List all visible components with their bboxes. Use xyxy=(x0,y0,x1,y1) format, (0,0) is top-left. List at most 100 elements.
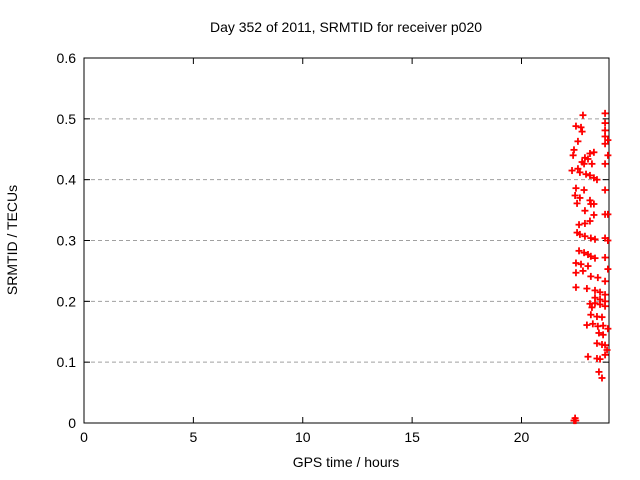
data-point-marker xyxy=(595,368,603,376)
data-point-marker xyxy=(579,267,587,275)
y-tick-label: 0.4 xyxy=(57,172,77,188)
data-point-marker xyxy=(584,155,592,163)
data-point-marker xyxy=(601,132,609,140)
data-point-marker xyxy=(598,313,606,321)
y-tick-label: 0.3 xyxy=(57,233,77,249)
y-tick-label: 0.5 xyxy=(57,111,77,127)
x-tick-label: 5 xyxy=(189,429,197,445)
data-point-marker xyxy=(601,160,609,168)
chart-title: Day 352 of 2011, SRMTID for receiver p02… xyxy=(210,19,482,35)
x-axis-label: GPS time / hours xyxy=(293,454,400,470)
data-point-marker xyxy=(598,374,606,382)
data-point-marker xyxy=(572,122,580,130)
y-tick-label: 0.2 xyxy=(57,293,77,309)
data-point-marker xyxy=(575,221,583,229)
data-point-marker xyxy=(590,211,598,219)
data-point-marker xyxy=(599,331,607,339)
data-point-marker xyxy=(584,262,592,270)
data-point-marker xyxy=(576,194,584,202)
data-point-marker xyxy=(576,168,584,176)
data-point-marker xyxy=(586,217,594,225)
data-point-marker xyxy=(604,325,612,333)
data-point-marker xyxy=(601,186,609,194)
x-tick-label: 10 xyxy=(295,429,311,445)
y-tick-label: 0.6 xyxy=(57,50,77,66)
data-point-marker xyxy=(578,128,586,136)
x-tick-label: 0 xyxy=(80,429,88,445)
data-point-marker xyxy=(588,303,596,311)
data-point-marker xyxy=(577,260,585,268)
data-point-marker xyxy=(572,283,580,291)
data-point-marker xyxy=(595,329,603,337)
data-point-marker xyxy=(591,254,599,262)
data-point-marker xyxy=(593,339,601,347)
data-point-marker xyxy=(574,165,582,173)
data-point-marker xyxy=(594,274,602,282)
data-point-marker xyxy=(604,265,612,273)
data-point-marker xyxy=(580,186,588,194)
data-point-marker xyxy=(603,346,611,354)
data-point-marker xyxy=(587,234,595,242)
data-point-marker xyxy=(581,232,589,240)
data-point-marker xyxy=(580,249,588,257)
data-point-marker xyxy=(577,123,585,131)
data-point-marker xyxy=(581,207,589,215)
data-point-marker xyxy=(568,167,576,175)
data-point-marker xyxy=(583,285,591,293)
data-point-marker xyxy=(572,184,580,192)
data-point-marker xyxy=(572,259,580,267)
x-tick-label: 15 xyxy=(404,429,420,445)
gridlines xyxy=(84,118,609,363)
y-axis-label: SRMTID / TECUs xyxy=(4,185,20,295)
data-point-marker xyxy=(601,254,609,262)
data-point-marker xyxy=(593,176,601,184)
data-points xyxy=(568,109,612,425)
data-point-marker xyxy=(596,300,604,308)
data-point-marker xyxy=(583,321,591,329)
data-point-marker xyxy=(591,286,599,294)
data-point-marker xyxy=(587,252,595,260)
data-point-marker xyxy=(601,109,609,117)
data-point-marker xyxy=(572,417,580,425)
data-point-marker xyxy=(601,119,609,127)
data-point-marker xyxy=(587,272,595,280)
data-point-marker xyxy=(575,247,583,255)
data-point-marker xyxy=(576,230,584,238)
data-point-marker xyxy=(573,199,581,207)
data-point-marker xyxy=(579,111,587,119)
data-point-marker xyxy=(601,140,609,148)
tick-labels: 0 5 10 15 20 0 0.1 0.2 0.3 0.4 0.5 0.6 xyxy=(57,50,530,445)
data-point-marker xyxy=(581,219,589,227)
data-point-marker xyxy=(590,148,598,156)
data-point-marker xyxy=(584,353,592,361)
data-point-marker xyxy=(601,126,609,134)
data-point-marker xyxy=(604,210,612,218)
data-point-marker xyxy=(582,170,590,178)
data-point-marker xyxy=(601,302,609,310)
y-tick-label: 0 xyxy=(68,415,76,431)
data-point-marker xyxy=(604,136,612,144)
data-point-marker xyxy=(580,160,588,168)
data-point-marker xyxy=(591,299,599,307)
data-point-marker xyxy=(572,269,580,277)
data-point-marker xyxy=(586,150,594,158)
data-point-marker xyxy=(596,355,604,363)
data-point-marker xyxy=(574,137,582,145)
data-point-marker xyxy=(571,191,579,199)
data-point-marker xyxy=(601,341,609,349)
data-point-marker xyxy=(589,320,597,328)
data-point-marker xyxy=(591,235,599,243)
data-point-marker xyxy=(604,237,612,244)
data-point-marker xyxy=(587,200,595,208)
data-point-marker xyxy=(587,311,595,319)
data-point-marker xyxy=(569,151,577,159)
data-point-marker xyxy=(604,151,612,159)
data-point-marker xyxy=(601,277,609,285)
data-point-marker xyxy=(588,160,596,168)
data-point-marker xyxy=(596,288,604,296)
data-point-marker xyxy=(599,322,607,330)
data-point-marker xyxy=(601,351,609,359)
data-point-marker xyxy=(601,291,609,299)
